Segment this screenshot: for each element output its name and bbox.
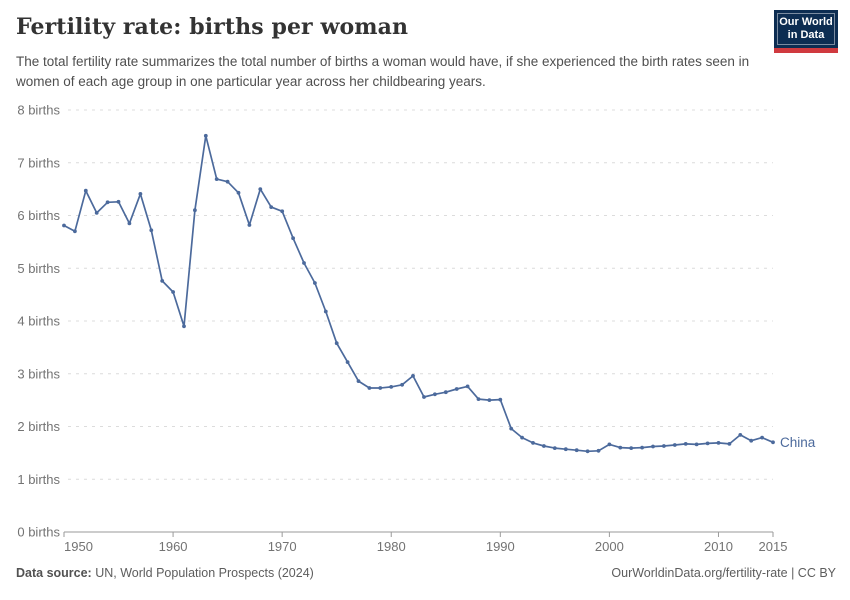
- y-axis-tick-label: 8 births: [17, 103, 60, 118]
- data-point[interactable]: [683, 442, 688, 446]
- data-point[interactable]: [672, 443, 677, 447]
- page-title: Fertility rate: births per woman: [16, 14, 409, 40]
- data-point[interactable]: [771, 440, 775, 445]
- data-point[interactable]: [214, 177, 219, 181]
- y-axis-tick-label: 1 births: [17, 472, 60, 487]
- data-point[interactable]: [83, 188, 88, 193]
- data-point[interactable]: [705, 441, 710, 446]
- data-point[interactable]: [280, 209, 285, 214]
- data-point[interactable]: [760, 435, 764, 440]
- x-axis-tick-label: 2015: [759, 539, 788, 554]
- chart-footer: Data source: UN, World Population Prospe…: [16, 566, 836, 580]
- data-point[interactable]: [116, 199, 121, 204]
- data-point[interactable]: [694, 442, 699, 447]
- x-axis-tick-label: 1990: [486, 539, 515, 554]
- data-point[interactable]: [258, 187, 263, 191]
- data-point[interactable]: [552, 446, 557, 450]
- data-point[interactable]: [378, 386, 383, 390]
- data-point[interactable]: [94, 211, 99, 215]
- fertility-line-chart[interactable]: 0 births 1 births 2 births 3 births 4 births…: [0, 96, 850, 562]
- data-point[interactable]: [138, 192, 143, 196]
- y-axis-tick-label: 7 births: [17, 155, 60, 170]
- data-point[interactable]: [498, 397, 503, 402]
- data-point[interactable]: [487, 398, 492, 402]
- data-point[interactable]: [269, 205, 274, 209]
- data-point[interactable]: [727, 442, 732, 446]
- data-point[interactable]: [716, 441, 721, 445]
- data-point[interactable]: [171, 290, 176, 294]
- x-axis-tick-label: 2000: [595, 539, 624, 554]
- owid-logo[interactable]: Our World in Data: [774, 10, 838, 53]
- x-axis-tick-label: 1960: [159, 539, 188, 554]
- x-axis-tick-label: 1980: [377, 539, 406, 554]
- data-point[interactable]: [62, 223, 66, 228]
- data-point[interactable]: [476, 397, 481, 401]
- data-point[interactable]: [607, 442, 612, 447]
- x-axis-tick-label: 2010: [704, 539, 733, 554]
- data-point[interactable]: [542, 444, 546, 448]
- data-point[interactable]: [313, 281, 317, 285]
- data-source-note: Data source: UN, World Population Prospe…: [16, 566, 314, 580]
- data-point[interactable]: [618, 445, 623, 450]
- data-point[interactable]: [323, 309, 328, 314]
- data-point[interactable]: [334, 341, 339, 346]
- y-axis-tick-label: 5 births: [17, 261, 60, 276]
- data-source-value: UN, World Population Prospects (2024): [91, 566, 314, 580]
- data-point[interactable]: [345, 360, 350, 364]
- data-point[interactable]: [454, 387, 459, 391]
- x-axis-tick-label: 1950: [64, 539, 93, 554]
- owid-logo-frame: Our World in Data: [777, 13, 835, 45]
- series-entity-label[interactable]: China: [780, 435, 816, 450]
- owid-credit-link[interactable]: OurWorldinData.org/fertility-rate | CC B…: [611, 566, 836, 580]
- data-point[interactable]: [127, 221, 132, 226]
- data-point[interactable]: [465, 384, 470, 389]
- data-source-label: Data source:: [16, 566, 92, 580]
- data-point[interactable]: [531, 441, 535, 445]
- owid-logo-red-stripe: [774, 48, 838, 53]
- y-axis-tick-label: 3 births: [17, 366, 60, 381]
- data-point[interactable]: [411, 374, 415, 378]
- data-point[interactable]: [291, 236, 295, 241]
- data-point[interactable]: [367, 386, 372, 390]
- data-point[interactable]: [749, 438, 754, 443]
- data-point[interactable]: [356, 379, 361, 383]
- data-point[interactable]: [563, 447, 568, 452]
- data-point[interactable]: [422, 395, 426, 399]
- data-point[interactable]: [160, 279, 165, 283]
- owid-logo-text-line1: Our World: [779, 16, 833, 28]
- data-point[interactable]: [105, 200, 110, 205]
- data-point[interactable]: [520, 435, 524, 440]
- data-point[interactable]: [302, 261, 306, 265]
- x-axis-tick-label: 1970: [268, 539, 297, 554]
- data-point[interactable]: [596, 448, 601, 453]
- data-point[interactable]: [640, 445, 644, 450]
- y-axis-tick-label: 2 births: [17, 419, 60, 434]
- data-point[interactable]: [585, 449, 590, 454]
- data-point[interactable]: [389, 385, 394, 389]
- data-point[interactable]: [629, 446, 634, 450]
- data-point[interactable]: [73, 229, 77, 234]
- data-point[interactable]: [247, 223, 252, 227]
- owid-logo-text-line2: in Data: [787, 29, 825, 41]
- data-point[interactable]: [236, 190, 241, 195]
- y-axis-tick-label: 4 births: [17, 314, 60, 329]
- data-point[interactable]: [203, 133, 208, 138]
- y-axis-tick-label: 6 births: [17, 208, 60, 223]
- data-point[interactable]: [443, 390, 448, 395]
- series-line-china: [63, 134, 774, 453]
- chart-subtitle: The total fertility rate summarizes the …: [16, 54, 750, 89]
- data-point[interactable]: [149, 228, 154, 233]
- data-point[interactable]: [662, 444, 666, 448]
- data-point[interactable]: [225, 179, 230, 184]
- data-point[interactable]: [509, 426, 514, 431]
- data-point[interactable]: [738, 433, 743, 437]
- data-point[interactable]: [193, 208, 197, 213]
- data-point[interactable]: [182, 324, 186, 329]
- data-point[interactable]: [651, 444, 655, 449]
- data-point[interactable]: [574, 448, 579, 453]
- y-axis-tick-label: 0 births: [17, 525, 60, 540]
- data-point[interactable]: [433, 392, 437, 397]
- data-point[interactable]: [400, 382, 404, 387]
